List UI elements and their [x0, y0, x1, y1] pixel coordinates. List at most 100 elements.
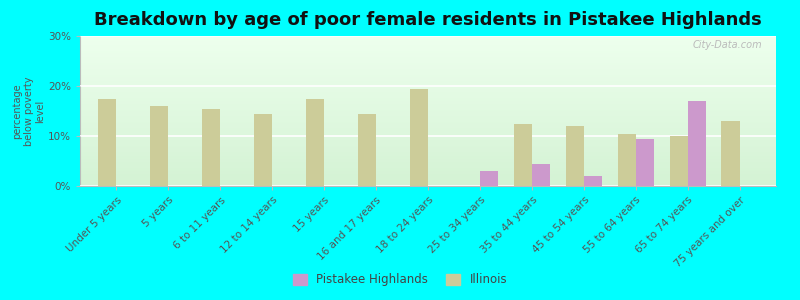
Bar [80, 94, 776, 96]
Bar [80, 116, 776, 117]
Bar [80, 147, 776, 148]
Bar [80, 178, 776, 180]
Bar [566, 126, 584, 186]
Bar [80, 100, 776, 102]
Bar [80, 96, 776, 98]
Bar [514, 124, 532, 186]
Bar [80, 52, 776, 54]
Bar [80, 118, 776, 120]
Bar [80, 87, 776, 88]
Bar [80, 117, 776, 118]
Bar [80, 111, 776, 112]
Bar [80, 167, 776, 168]
Bar [80, 171, 776, 172]
Bar [80, 176, 776, 177]
Bar [254, 113, 272, 186]
Bar [80, 153, 776, 154]
Bar [80, 88, 776, 90]
Bar [532, 164, 550, 186]
Bar [688, 101, 706, 186]
Bar [80, 42, 776, 44]
Bar [80, 168, 776, 170]
Bar [80, 51, 776, 52]
Bar [80, 156, 776, 158]
Bar [80, 141, 776, 142]
Bar [80, 152, 776, 153]
Legend: Pistakee Highlands, Illinois: Pistakee Highlands, Illinois [288, 269, 512, 291]
Bar [80, 69, 776, 70]
Bar [80, 45, 776, 46]
Bar [80, 154, 776, 156]
Bar [80, 177, 776, 178]
Bar [150, 106, 168, 186]
Bar [80, 70, 776, 72]
Bar [80, 144, 776, 146]
Bar [80, 75, 776, 76]
Y-axis label: percentage
below poverty
level: percentage below poverty level [12, 76, 45, 146]
Bar [722, 121, 740, 186]
Bar [80, 135, 776, 136]
Bar [80, 160, 776, 162]
Bar [80, 169, 776, 171]
Bar [80, 48, 776, 50]
Bar [80, 146, 776, 147]
Bar [80, 66, 776, 68]
Bar [80, 108, 776, 110]
Bar [80, 162, 776, 164]
Bar [618, 134, 636, 186]
Bar [80, 57, 776, 58]
Bar [202, 109, 220, 186]
Bar [80, 54, 776, 56]
Bar [80, 164, 776, 165]
Bar [80, 58, 776, 60]
Bar [80, 46, 776, 48]
Bar [80, 76, 776, 78]
Bar [80, 36, 776, 38]
Bar [80, 44, 776, 45]
Bar [410, 88, 428, 186]
Bar [80, 180, 776, 182]
Bar [80, 136, 776, 138]
Bar [80, 138, 776, 140]
Bar [80, 99, 776, 100]
Bar [80, 132, 776, 134]
Bar [80, 84, 776, 86]
Bar [80, 183, 776, 184]
Bar [80, 38, 776, 39]
Bar [80, 56, 776, 57]
Bar [358, 113, 376, 186]
Bar [584, 176, 602, 186]
Bar [80, 150, 776, 152]
Bar [80, 158, 776, 159]
Bar [80, 92, 776, 93]
Bar [80, 142, 776, 144]
Bar [80, 165, 776, 166]
Bar [306, 98, 324, 186]
Bar [80, 130, 776, 132]
Bar [80, 140, 776, 141]
Bar [80, 123, 776, 124]
Bar [80, 182, 776, 183]
Bar [80, 64, 776, 66]
Bar [670, 136, 688, 186]
Bar [80, 60, 776, 61]
Bar [80, 106, 776, 108]
Bar [80, 61, 776, 63]
Title: Breakdown by age of poor female residents in Pistakee Highlands: Breakdown by age of poor female resident… [94, 11, 762, 29]
Bar [80, 80, 776, 81]
Bar [80, 63, 776, 64]
Bar [80, 93, 776, 94]
Bar [80, 98, 776, 99]
Bar [80, 184, 776, 186]
Bar [80, 124, 776, 126]
Bar [80, 90, 776, 92]
Bar [80, 126, 776, 128]
Bar [80, 40, 776, 42]
Bar [80, 129, 776, 130]
Bar [80, 134, 776, 135]
Text: City-Data.com: City-Data.com [693, 40, 762, 50]
Bar [80, 112, 776, 114]
Bar [80, 110, 776, 111]
Bar [80, 102, 776, 104]
Bar [80, 85, 776, 87]
